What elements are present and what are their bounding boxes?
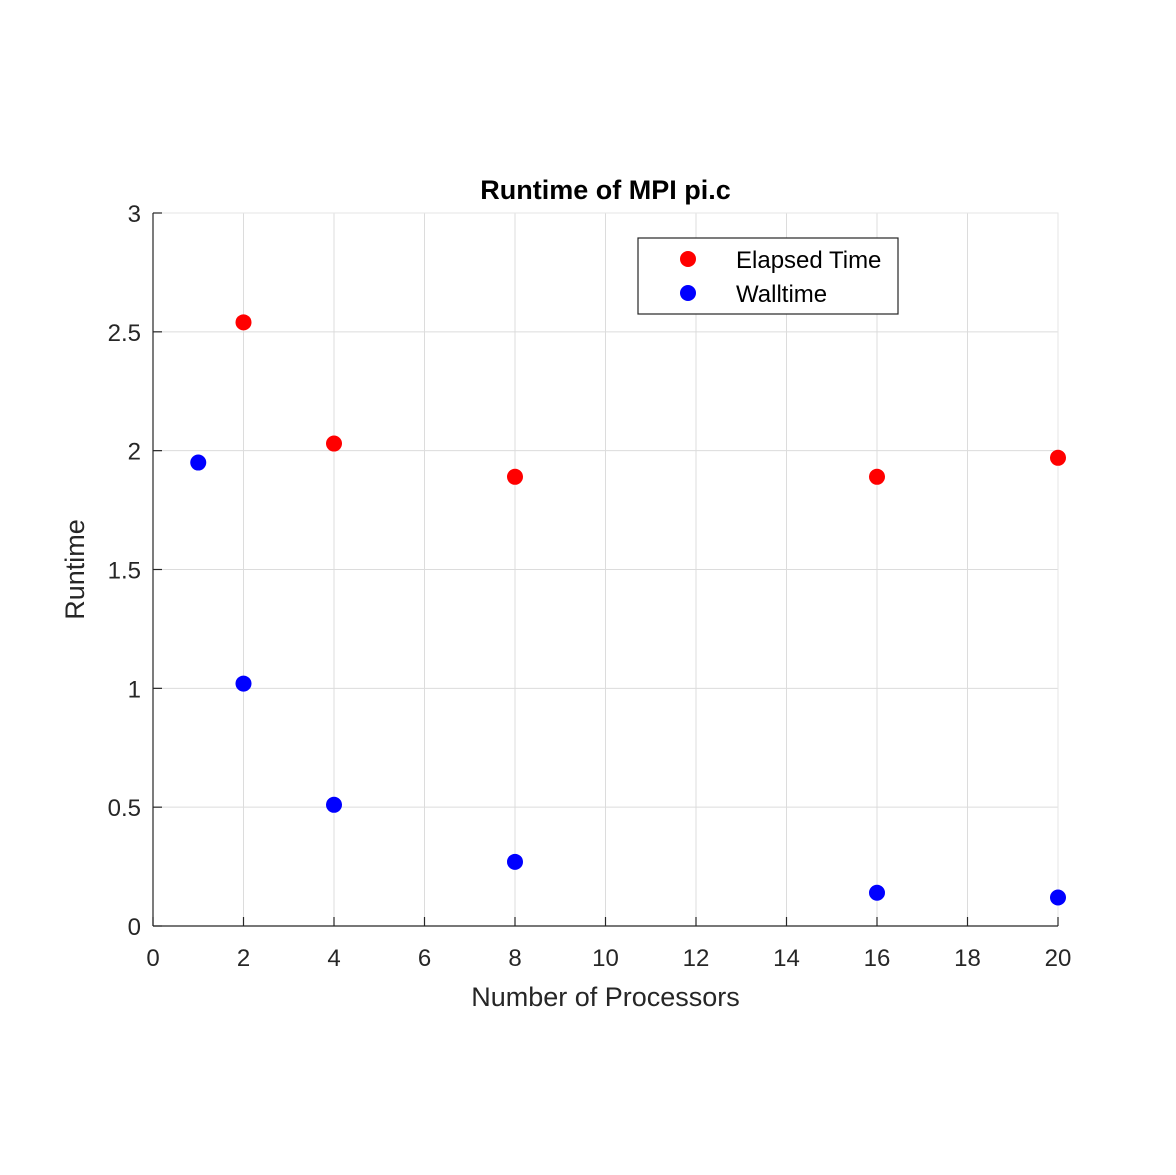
data-point: [326, 796, 342, 813]
series-walltime: [190, 454, 1066, 906]
x-tick-label: 6: [418, 945, 431, 972]
x-tick-label: 14: [773, 945, 800, 972]
data-point: [1050, 889, 1066, 906]
x-tick-label: 18: [954, 945, 981, 972]
data-point: [235, 314, 252, 331]
grid-lines: [152, 212, 1059, 927]
y-axis-ticks: 0 0.5 1 1.5 2 2.5 3: [108, 201, 162, 941]
data-point: [507, 853, 523, 870]
legend-marker-elapsed-time: [680, 251, 696, 267]
y-tick-label: 0: [128, 914, 141, 941]
y-tick-label: 3: [128, 201, 141, 228]
y-tick-label: 1: [128, 676, 141, 703]
legend: Elapsed Time Walltime: [637, 237, 899, 315]
legend-label-walltime: Walltime: [736, 281, 827, 308]
data-points: [190, 314, 1066, 906]
chart-title: Runtime of MPI pi.c: [480, 175, 731, 205]
x-tick-label: 0: [146, 945, 159, 972]
y-tick-label: 2: [128, 439, 141, 466]
x-tick-label: 12: [683, 945, 710, 972]
data-point: [235, 675, 252, 692]
y-tick-label: 2.5: [108, 320, 141, 347]
x-axis-label: Number of Processors: [471, 982, 740, 1012]
legend-box: [637, 237, 899, 315]
data-point: [507, 468, 523, 485]
data-point: [869, 884, 885, 901]
x-tick-label: 4: [327, 945, 340, 972]
y-tick-label: 0.5: [108, 795, 141, 822]
data-point: [1050, 449, 1066, 466]
series-elapsed-time: [235, 314, 1066, 485]
legend-label-elapsed-time: Elapsed Time: [736, 247, 881, 274]
x-tick-label: 10: [592, 945, 619, 972]
data-point: [190, 454, 207, 471]
legend-marker-walltime: [680, 285, 696, 301]
data-point: [869, 468, 885, 485]
x-tick-label: 20: [1045, 945, 1072, 972]
x-tick-label: 8: [508, 945, 521, 972]
y-tick-label: 1.5: [108, 558, 141, 585]
y-axis-label: Runtime: [60, 519, 90, 620]
x-tick-label: 16: [864, 945, 891, 972]
x-tick-label: 2: [237, 945, 250, 972]
data-point: [326, 435, 342, 452]
x-axis-ticks: 0 2 4 6 8 10 12 14 16 18 20: [146, 917, 1071, 972]
